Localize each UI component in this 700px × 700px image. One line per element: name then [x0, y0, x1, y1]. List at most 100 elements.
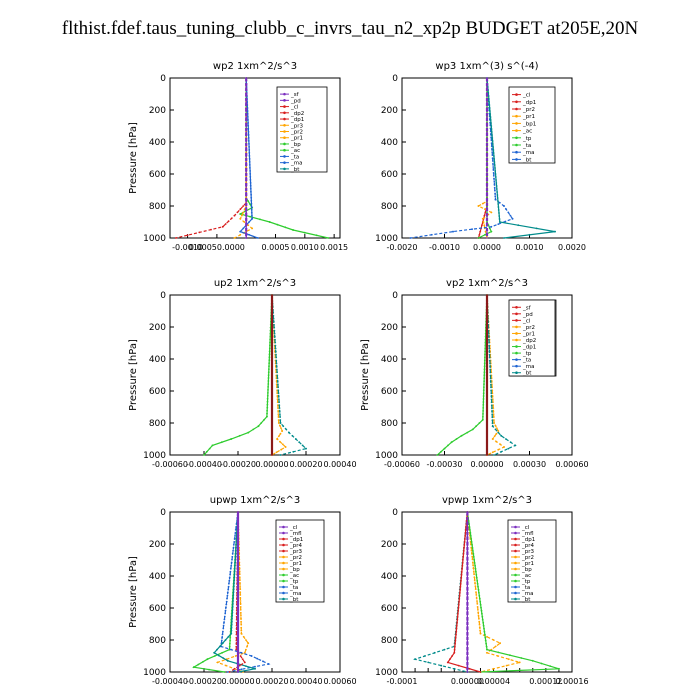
legend-marker — [514, 531, 517, 535]
data-point — [262, 660, 264, 663]
data-point — [234, 532, 237, 534]
legend-label: _ta — [521, 585, 530, 591]
data-point — [478, 591, 480, 594]
data-point — [492, 175, 495, 177]
legend-label: _mfl — [521, 531, 534, 537]
data-point — [495, 179, 497, 181]
data-point — [505, 208, 507, 211]
legend-marker — [515, 305, 518, 309]
data-point — [494, 176, 497, 178]
y-tick-label: 400 — [381, 572, 398, 582]
data-point — [239, 655, 242, 657]
data-point — [233, 538, 236, 540]
data-point — [237, 532, 239, 534]
legend-marker — [283, 142, 286, 146]
data-point — [482, 389, 485, 391]
x-tick-label: 0.00040 — [323, 460, 356, 469]
data-point — [245, 197, 248, 200]
data-point — [238, 573, 241, 576]
data-point — [238, 567, 241, 570]
data-point — [245, 212, 248, 215]
legend-label: _dp2 — [522, 338, 536, 344]
data-point — [466, 511, 469, 513]
data-point — [268, 356, 271, 359]
data-point — [274, 347, 277, 350]
data-point — [202, 661, 204, 663]
data-point — [493, 183, 496, 186]
data-point — [496, 197, 499, 199]
data-point — [475, 591, 477, 593]
legend-label: _ac — [290, 148, 300, 154]
y-tick-label: 600 — [381, 604, 398, 614]
legend-label: _sf — [522, 305, 532, 311]
data-point — [276, 223, 279, 226]
legend-label: _ac — [522, 129, 532, 135]
data-point — [266, 412, 268, 415]
data-point — [482, 395, 485, 397]
data-point — [491, 140, 494, 142]
data-point — [486, 113, 488, 116]
data-point — [468, 667, 471, 670]
data-point — [414, 658, 416, 661]
data-point — [483, 377, 486, 380]
data-point — [492, 401, 494, 404]
data-point — [216, 661, 219, 664]
data-point — [489, 374, 492, 377]
data-point — [483, 359, 486, 362]
y-tick-label: 800 — [149, 202, 166, 212]
data-point — [469, 529, 471, 531]
data-point — [268, 362, 270, 365]
data-point — [486, 119, 488, 122]
data-point — [466, 604, 469, 607]
data-point — [277, 407, 279, 409]
data-point — [248, 164, 251, 166]
data-point — [486, 648, 488, 651]
data-point — [237, 643, 239, 646]
data-point — [237, 662, 239, 664]
data-point — [491, 407, 493, 410]
data-point — [239, 594, 242, 596]
data-point — [248, 152, 251, 154]
data-point — [231, 552, 234, 555]
data-point — [466, 634, 469, 637]
data-point — [488, 359, 491, 362]
data-point — [459, 592, 461, 594]
data-point — [267, 392, 269, 394]
data-point — [466, 659, 469, 661]
legend-label: _pr1 — [290, 136, 303, 142]
data-point — [227, 220, 230, 223]
data-point — [239, 600, 242, 602]
x-tick-label: -0.0001 — [387, 677, 418, 686]
data-point — [503, 446, 505, 448]
data-point — [271, 396, 273, 399]
data-point — [466, 662, 469, 664]
data-point — [477, 205, 480, 207]
data-point — [462, 553, 465, 555]
series-line — [175, 78, 247, 239]
data-point — [245, 107, 248, 110]
data-point — [245, 80, 248, 82]
data-point — [241, 658, 244, 661]
data-point — [250, 655, 253, 657]
data-point — [480, 606, 482, 609]
legend-label: _pr4 — [289, 543, 303, 549]
data-point — [245, 77, 248, 79]
legend-marker — [282, 531, 285, 535]
data-point — [484, 341, 487, 344]
data-point — [245, 95, 248, 97]
legend-label: _pr2 — [522, 107, 535, 113]
data-point — [495, 432, 498, 435]
data-point — [482, 415, 484, 418]
y-tick-label: 400 — [381, 355, 398, 365]
data-point — [271, 420, 273, 423]
data-point — [268, 347, 271, 350]
y-tick-label: 800 — [381, 202, 398, 212]
legend-label: _pr2 — [289, 555, 302, 561]
data-point — [509, 654, 511, 657]
data-point — [498, 201, 501, 204]
data-point — [488, 350, 491, 353]
data-point — [240, 668, 243, 671]
data-point — [239, 230, 242, 233]
data-point — [240, 614, 242, 617]
